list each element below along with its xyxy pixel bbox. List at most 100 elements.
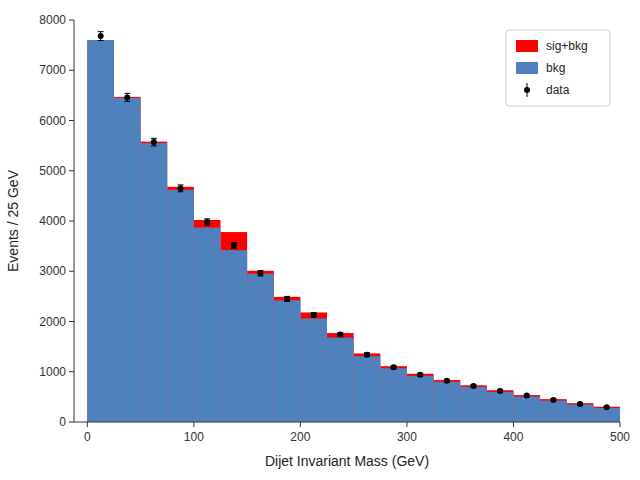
data-point [391, 364, 397, 370]
data-point [550, 397, 556, 403]
chart: 0100200300400500010002000300040005000600… [0, 0, 640, 480]
data-point [524, 393, 530, 399]
histogram-bar [354, 353, 381, 422]
data-point [124, 94, 130, 100]
error-bar [98, 32, 104, 41]
histogram-bar [434, 380, 461, 422]
data-point [604, 404, 610, 410]
data-point [311, 312, 317, 318]
histogram-bar [141, 143, 168, 422]
data-point [151, 139, 157, 145]
histogram-bar [567, 404, 594, 422]
error-bar [178, 185, 184, 192]
histogram-bar [274, 297, 301, 422]
y-tick-label: 2000 [39, 315, 66, 329]
legend-box [506, 30, 610, 106]
y-tick [69, 271, 74, 272]
x-tick-label: 200 [290, 430, 310, 444]
legend-label: data [546, 83, 570, 97]
error-bar [151, 138, 157, 146]
x-tick [406, 422, 407, 427]
data-point [284, 296, 290, 302]
histogram-bar [354, 356, 381, 422]
histogram-bar [300, 312, 327, 422]
data-point [364, 352, 370, 358]
data-point [417, 372, 423, 378]
data-point [204, 219, 210, 225]
axes: 0100200300400500010002000300040005000600… [39, 13, 630, 444]
histogram-bar [380, 368, 407, 422]
histogram-bar [87, 40, 114, 422]
data-point [231, 243, 237, 249]
data-point [178, 185, 184, 191]
legend: sig+bkg bkg data [506, 30, 610, 106]
legend-swatch [516, 40, 538, 52]
y-tick-label: 6000 [39, 114, 66, 128]
histogram-bar [487, 392, 514, 422]
histogram-bar [380, 366, 407, 422]
data-point [471, 383, 477, 389]
error-bar [284, 296, 290, 301]
histogram-bar [460, 385, 487, 422]
error-bar [311, 313, 317, 318]
data-point [337, 332, 343, 338]
histogram-bar [220, 250, 247, 422]
x-tick [193, 422, 194, 427]
histogram-bar [540, 401, 567, 422]
histogram-bar [407, 374, 434, 422]
error-bar [337, 332, 343, 336]
y-tick-label: 1000 [39, 365, 66, 379]
histogram-bar [487, 390, 514, 422]
legend-swatch-marker [524, 87, 530, 93]
histogram-bar [513, 397, 540, 422]
x-tick [87, 422, 88, 427]
histogram-bar [220, 232, 247, 422]
legend-label: bkg [546, 61, 565, 75]
data-point [497, 388, 503, 394]
legend-swatch [516, 62, 538, 74]
histogram-bar [460, 387, 487, 422]
histogram-bar [513, 395, 540, 422]
x-tick [513, 422, 514, 427]
x-tick-label: 100 [184, 430, 204, 444]
y-tick [69, 20, 74, 21]
legend-label: sig+bkg [546, 39, 588, 53]
y-tick [69, 422, 74, 423]
x-tick-label: 0 [84, 430, 91, 444]
x-tick-label: 300 [397, 430, 417, 444]
y-tick-label: 4000 [39, 214, 66, 228]
y-tick-label: 5000 [39, 164, 66, 178]
x-axis-label: Dijet Invariant Mass (GeV) [265, 453, 429, 469]
error-bar [257, 271, 263, 276]
y-tick-label: 7000 [39, 63, 66, 77]
y-tick [69, 321, 74, 322]
histogram-bar [194, 220, 221, 422]
error-bar [124, 93, 130, 101]
x-tick [620, 422, 621, 427]
histogram-bar [114, 97, 141, 422]
error-bar [204, 219, 210, 225]
histogram-bar [327, 338, 354, 422]
x-tick-label: 400 [503, 430, 523, 444]
histogram-bar [114, 98, 141, 422]
data-point [444, 378, 450, 384]
y-axis-label: Events / 25 GeV [5, 169, 21, 272]
y-tick [69, 170, 74, 171]
histogram-bar [407, 376, 434, 422]
histogram-bar [434, 382, 461, 422]
histogram-bar [327, 333, 354, 422]
data-point [257, 270, 263, 276]
x-tick [300, 422, 301, 427]
histogram-bar [194, 228, 221, 422]
y-tick [69, 221, 74, 222]
y-tick [69, 70, 74, 71]
histogram-bar [274, 300, 301, 422]
histogram-bar [247, 271, 274, 422]
y-tick [69, 371, 74, 372]
x-axis-line [74, 422, 620, 423]
histogram-bar [247, 274, 274, 422]
histogram-bar [167, 187, 194, 422]
error-bar [231, 243, 237, 249]
data-point [577, 401, 583, 407]
y-tick [69, 120, 74, 121]
